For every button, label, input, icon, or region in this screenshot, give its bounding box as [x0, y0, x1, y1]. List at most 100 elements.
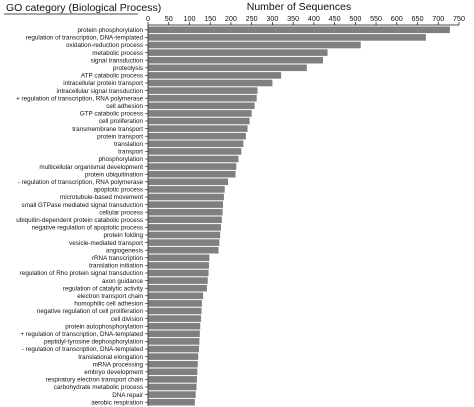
category-label: multicellular organismal development — [39, 164, 143, 171]
bar — [148, 216, 222, 224]
bar — [148, 353, 199, 360]
category-label: mRNA processing — [93, 361, 144, 368]
category-label: negative regulation of apoptotic process — [32, 225, 143, 232]
category-label: regulation of catalytic activity — [63, 285, 144, 292]
category-label: translation initiation — [89, 263, 143, 270]
bar — [148, 254, 210, 262]
category-label: respiratory electron transport chain — [46, 377, 144, 384]
x-tick-label: 700 — [432, 14, 444, 23]
bar — [148, 360, 198, 368]
bar — [148, 79, 273, 87]
x-tick-label: 150 — [204, 14, 216, 23]
bar — [148, 277, 208, 284]
category-label: aerobic respiration — [91, 399, 143, 406]
category-label: rRNA transcription — [92, 255, 144, 262]
bar — [148, 56, 323, 64]
category-label: cellular process — [99, 209, 143, 216]
bar — [148, 163, 237, 170]
bar — [148, 110, 252, 117]
x-tick-label: 300 — [266, 14, 278, 23]
bar — [148, 322, 201, 330]
bar — [148, 64, 307, 72]
category-label: - regulation of transcription, DNA-templ… — [22, 346, 144, 353]
bar — [148, 284, 207, 292]
bar — [148, 49, 328, 56]
category-label: ubiquitin-dependent protein catabolic pr… — [16, 217, 143, 224]
bar — [148, 376, 197, 383]
bar — [148, 246, 219, 254]
bar — [148, 87, 258, 94]
category-label: cell adhesion — [106, 103, 143, 110]
category-label: embryo development — [84, 369, 143, 376]
bar — [148, 26, 450, 34]
bar — [148, 338, 200, 345]
category-label: microtubule-based movement — [60, 194, 143, 201]
category-label: intracellular signal transduction — [57, 88, 144, 95]
category-label: axon guidance — [102, 278, 143, 285]
category-label: regulation of Rho protein signal transdu… — [20, 270, 144, 277]
x-tick-label: 650 — [412, 14, 424, 23]
bar — [148, 208, 223, 216]
category-label: homophilic cell adhesion — [74, 301, 143, 308]
category-label: ATP catabolic process — [81, 73, 143, 80]
bar — [148, 231, 221, 239]
bar — [148, 307, 202, 315]
x-tick-label: 100 — [183, 14, 195, 23]
x-tick-label: 50 — [165, 14, 173, 23]
category-label: carbohydrate metabolic process — [54, 384, 143, 391]
category-label: proteolysis — [113, 65, 143, 72]
category-label: translation — [114, 141, 144, 148]
x-tick-label: 200 — [225, 14, 237, 23]
bar — [148, 125, 248, 132]
category-label: oxidation-reduction process — [66, 42, 143, 49]
bar — [148, 398, 195, 406]
category-label: protein ubiquitination — [85, 171, 144, 178]
bar — [148, 41, 361, 49]
x-tick-label: 600 — [391, 14, 403, 23]
bar — [148, 94, 257, 102]
category-label: protein transport — [97, 133, 143, 140]
x-axis: 0 50 100 150 200 250 300 350 400 450 500 550 600 650 7… — [146, 14, 465, 26]
bar — [148, 117, 250, 125]
category-label: translational elongation — [78, 354, 143, 361]
bar — [148, 102, 255, 110]
category-label: angiogenesis — [106, 247, 143, 254]
bar — [148, 330, 200, 338]
bar — [148, 239, 220, 246]
category-label: - regulation of transcription, RNA polym… — [18, 179, 144, 186]
bar — [148, 224, 221, 231]
category-label: regulation of transcription, DNA-templat… — [26, 35, 144, 42]
category-label: negative regulation of cell proliferatio… — [37, 308, 144, 315]
category-label: transport — [118, 149, 143, 156]
category-label: signal transduction — [90, 57, 143, 64]
category-label: small GTPase mediated signal transductio… — [22, 202, 144, 209]
bar — [148, 345, 200, 353]
category-label: DNA repair — [112, 392, 143, 399]
x-tick-label: 550 — [370, 14, 382, 23]
bar — [148, 262, 209, 269]
category-label: GTP catabolic process — [80, 111, 143, 118]
bar — [148, 315, 202, 322]
y-axis-title: GO category (Biological Process) — [6, 2, 161, 14]
category-label: phosphorylation — [99, 156, 144, 163]
category-label: transmembrane transport — [72, 126, 143, 133]
bar — [148, 201, 224, 208]
bar — [148, 34, 426, 41]
bar — [148, 186, 225, 193]
x-tick-label: 250 — [246, 14, 258, 23]
category-label: electron transport chain — [77, 293, 143, 300]
bars — [148, 26, 450, 406]
bar — [148, 300, 202, 307]
bar — [148, 140, 244, 148]
bar — [148, 269, 209, 277]
bar — [148, 148, 242, 155]
bar — [148, 391, 196, 398]
category-label: vesicle-mediated transport — [69, 240, 143, 247]
category-label: cell division — [111, 316, 144, 323]
category-label: protein autophosphorylation — [65, 323, 143, 330]
bar — [148, 383, 197, 391]
bar — [148, 72, 282, 79]
x-tick-label: 750 — [453, 14, 465, 23]
bar — [148, 193, 224, 201]
